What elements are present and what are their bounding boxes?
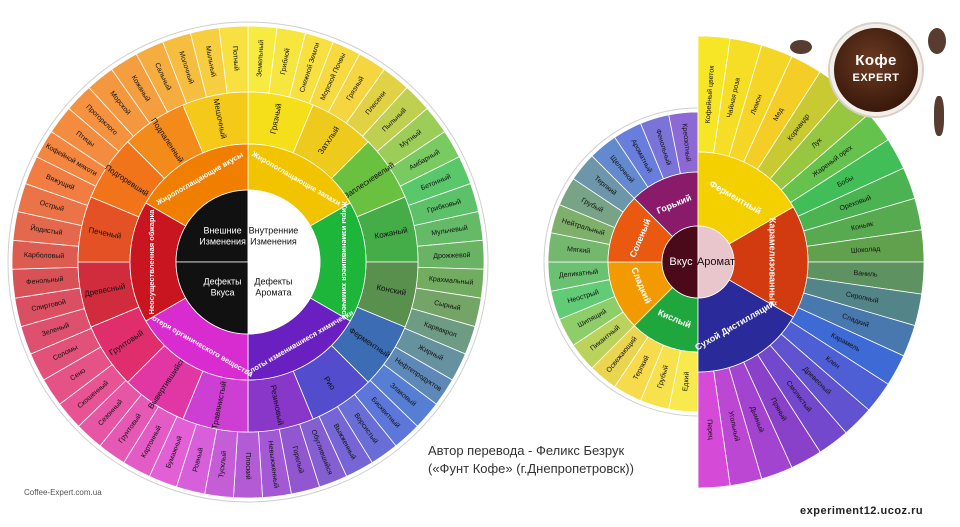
- taste-outer-label: Мягкий: [567, 245, 591, 255]
- credit-author: Автор перевода - Феликс Безрук: [428, 443, 625, 458]
- credit-source: («Фунт Кофе» (г.Днепропетровск)): [428, 461, 634, 476]
- center-quadrant-label: Изменения: [250, 236, 297, 246]
- taste-outer-label: Деликатный: [559, 268, 599, 280]
- aroma-outer-label: Коньяк: [851, 221, 875, 233]
- outer-flavor-label: Земельный: [255, 40, 265, 78]
- coffee-drip-decoration: [934, 96, 944, 136]
- site-caption-right: experiment12.ucoz.ru: [800, 505, 924, 517]
- center-quadrant-label: Дефекты: [254, 276, 292, 286]
- defect-group-label: Неосуществленная обжарка: [147, 209, 156, 315]
- aroma-core: [697, 225, 735, 299]
- translation-credit: Автор перевода - Феликс Безрук («Фунт Ко…: [428, 442, 634, 478]
- aroma-outer-label: Ваниль: [853, 270, 878, 279]
- taste-outer-label: Креозотный: [681, 123, 693, 162]
- coffee-splash-decoration: [790, 40, 812, 54]
- aroma-group-label: Карамелизованный: [768, 218, 778, 306]
- coffee-splash-decoration: [928, 28, 946, 54]
- logo-bottom-text: EXPERT: [852, 72, 900, 84]
- center-quadrant-label: Изменения: [199, 236, 246, 246]
- aroma-outer-label: Перец: [705, 419, 713, 440]
- outer-flavor-label: Фенольный: [26, 275, 64, 286]
- logo-top-text: Кофе: [855, 52, 897, 69]
- outer-flavor-label: Плоский: [244, 452, 252, 480]
- center-quadrant: [175, 261, 249, 335]
- taste-core-label: Вкус: [669, 256, 693, 268]
- outer-flavor-label: Потный: [231, 46, 241, 71]
- outer-flavor-label: Тусклый: [217, 450, 228, 478]
- outer-flavor-label: Дрожжевой: [433, 251, 470, 260]
- outer-flavor-label: Карболовый: [24, 251, 65, 260]
- aroma-outer-label: Шоколад: [851, 246, 881, 255]
- center-quadrant-label: Вкуса: [211, 287, 235, 297]
- center-quadrant-label: Дефекты: [203, 276, 241, 286]
- center-quadrant-label: Внутренние: [249, 225, 299, 235]
- defect-group-label: Жиры изменившиеся химически: [340, 200, 349, 323]
- center-quadrant-label: Аромата: [255, 287, 291, 297]
- aroma-core-label: Аромат: [697, 256, 735, 268]
- center-quadrant-label: Внешние: [203, 225, 241, 235]
- taste-outer-label: Едкий: [681, 371, 691, 391]
- kofe-expert-logo: Кофе EXPERT: [830, 24, 922, 116]
- site-caption-left: Coffee-Expert.com.ua: [24, 488, 102, 497]
